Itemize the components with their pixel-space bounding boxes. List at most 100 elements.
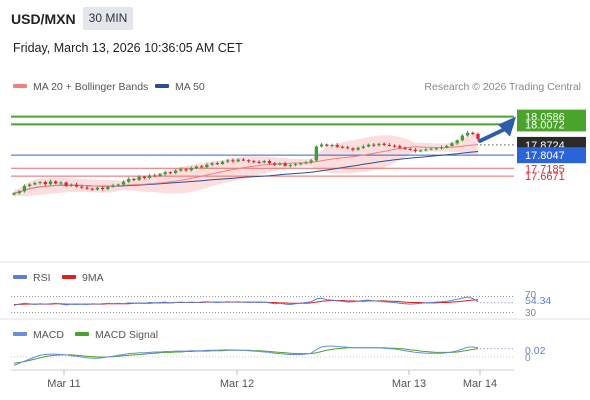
main-legend: MA 20 + Bollinger Bands MA 50: [13, 81, 205, 93]
forecast-arrow-head: [498, 116, 516, 137]
candle-body: [319, 144, 324, 147]
macd-zero-label: 0: [525, 353, 531, 364]
candle-body: [476, 134, 480, 139]
level-label-resistance-1: 18.0072: [525, 119, 565, 131]
candle-body: [74, 184, 79, 187]
rsi-pane: [11, 296, 514, 313]
candle-body: [153, 175, 157, 177]
candle-body: [158, 174, 162, 176]
candle-body: [460, 135, 465, 141]
candle-body: [398, 146, 402, 148]
candle-body: [325, 144, 329, 146]
chart-datetime: Friday, March 13, 2026 10:36:05 AM CET: [13, 41, 243, 55]
rsi-ma-legend-swatch: [62, 275, 76, 279]
candle-body: [413, 149, 418, 152]
ma50-legend-swatch: [155, 84, 169, 88]
macd-value-label: 0.02: [525, 345, 546, 357]
candle-body: [69, 184, 74, 186]
candle-body: [392, 145, 397, 147]
level-label-support-5: 17.6671: [525, 171, 565, 183]
x-tick-label: Mar 13: [392, 378, 426, 390]
candle-body: [283, 163, 287, 166]
candle-body: [304, 162, 308, 164]
candle-body: [408, 148, 412, 150]
x-tick-label: Mar 12: [220, 378, 254, 390]
candle-body: [95, 187, 100, 190]
candle-body: [335, 144, 339, 147]
rsi-value-label: 54.34: [525, 295, 551, 307]
candle-body: [429, 148, 433, 150]
candle-body: [226, 160, 230, 162]
ma20-legend-swatch: [13, 84, 27, 88]
candle-body: [90, 188, 94, 190]
resistance-label-box: [517, 109, 586, 132]
candle-body: [236, 159, 240, 162]
candle-body: [418, 150, 423, 152]
candle-body: [17, 191, 21, 194]
candle-body: [278, 163, 282, 165]
level-label-resistance-0: 18.0586: [525, 112, 565, 124]
candle-body: [356, 147, 360, 150]
candle-body: [252, 161, 256, 163]
candle-body: [345, 147, 350, 149]
candle-body: [424, 149, 428, 151]
candle-body: [445, 145, 449, 148]
macd-legend: MACD MACD Signal: [13, 329, 158, 341]
ma50-legend-label: MA 50: [175, 81, 205, 93]
candle-body: [299, 163, 303, 165]
candle-body: [22, 186, 27, 192]
candle-body: [106, 186, 110, 190]
candle-body: [64, 182, 68, 186]
candle-body: [231, 160, 235, 162]
candle-body: [147, 175, 152, 178]
candle-body: [382, 143, 386, 145]
candle-body: [439, 147, 444, 149]
candle-body: [132, 178, 136, 181]
candle-body: [210, 163, 214, 165]
candle-body: [54, 181, 58, 184]
candle-body: [215, 163, 219, 165]
macd-signal-legend-swatch: [75, 332, 89, 336]
candle-body: [330, 144, 334, 146]
candle-body: [142, 176, 147, 178]
candle-body: [137, 176, 141, 181]
candle-body: [200, 166, 204, 168]
candle-body: [121, 181, 126, 185]
candle-body: [450, 143, 454, 146]
candle-body: [361, 146, 365, 148]
credit-label: Research © 2026 Trading Central: [424, 81, 581, 93]
candle-body: [116, 184, 120, 186]
candle-body: [288, 164, 292, 166]
candle-body: [184, 169, 188, 171]
candle-body: [12, 193, 16, 195]
candle-body: [387, 144, 392, 146]
candle-body: [471, 132, 475, 135]
rsi-ma-legend-label: 9MA: [82, 272, 104, 284]
ma20-line: [13, 144, 479, 194]
candle-body: [163, 172, 167, 175]
candle-body: [293, 164, 298, 166]
interval-button[interactable]: 30 MIN: [83, 7, 133, 30]
candle-body: [189, 168, 193, 171]
candle-body: [43, 182, 47, 185]
candle-body: [48, 181, 53, 185]
rsi-legend: RSI 9MA: [13, 272, 104, 284]
candle-body: [241, 159, 246, 161]
bollinger-bands: [14, 133, 478, 197]
candle-body: [465, 132, 470, 136]
symbol-title: USD/MXN: [11, 11, 76, 27]
candle-body: [273, 163, 277, 165]
macd-signal-legend-label: MACD Signal: [95, 329, 158, 341]
forecast-arrow-shaft: [478, 126, 508, 143]
candle-body: [257, 161, 261, 163]
macd-line: [13, 345, 479, 366]
candles: [12, 130, 480, 196]
level-label-pivot-3: 17.8047: [525, 150, 565, 162]
price-level-labels: 18.058618.007217.872417.804717.718517.66…: [517, 109, 586, 183]
candle-body: [366, 144, 371, 147]
moving-averages: [13, 144, 479, 194]
candle-body: [434, 148, 438, 150]
rsi-level-70-label: 70: [525, 290, 537, 301]
candle-body: [85, 187, 89, 189]
